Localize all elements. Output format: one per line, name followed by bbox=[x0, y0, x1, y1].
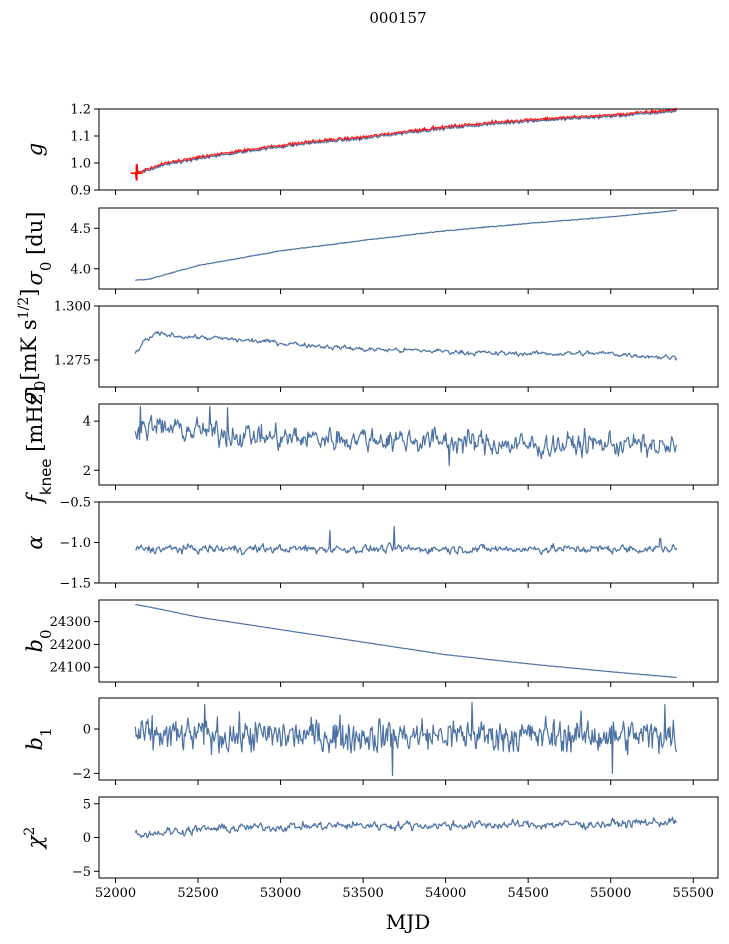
series-line-fknee bbox=[134, 405, 678, 466]
y-tick-label-chi2: 0 bbox=[83, 831, 91, 846]
x-tick-label: 55500 bbox=[673, 886, 714, 901]
panel-chi2: −5 0 5 52000 52500 53000 53500 54000 54500 55000 5… bbox=[22, 796, 719, 901]
y-tick-label-sigma0_du: 4.0 bbox=[70, 262, 91, 277]
y-tick-label-alpha: −0.5 bbox=[59, 496, 91, 511]
y-tick-label-g: 1.1 bbox=[70, 130, 91, 145]
axes-frame-alpha bbox=[98, 501, 719, 584]
y-axis-label-fknee: fknee [mHz] bbox=[23, 386, 55, 505]
series-line-alpha bbox=[134, 525, 678, 556]
x-tick-label: 54500 bbox=[507, 886, 548, 901]
panel-sigma0_mk: 1.275 1.300 σ0[mK s1/2] bbox=[16, 289, 719, 405]
series-line-sigma0_du bbox=[135, 209, 677, 281]
x-tick-label: 53500 bbox=[342, 886, 383, 901]
y-tick-label-g: 1.2 bbox=[70, 103, 91, 118]
subplot-stack: 0.9 1.0 1.1 1.2 g 4.0 4.5 σ0 [du] 1.275 1.300 σ0[m… bbox=[16, 103, 719, 901]
y-axis-label-sigma0_du: σ0 [du] bbox=[23, 212, 55, 286]
axes-frame-b0 bbox=[98, 599, 719, 683]
series-line-chi2 bbox=[134, 816, 677, 839]
panel-fknee: 2 4 fknee [mHz] bbox=[23, 386, 719, 505]
panel-alpha: −1.5 −1.0 −0.5 α bbox=[23, 496, 719, 592]
x-tick-label: 54000 bbox=[425, 886, 466, 901]
y-axis-label-chi2: χ2 bbox=[22, 827, 47, 851]
y-tick-label-b0: 24100 bbox=[50, 661, 91, 676]
y-tick-label-b1: −2 bbox=[72, 767, 91, 782]
y-tick-label-alpha: −1.0 bbox=[59, 536, 91, 551]
y-axis-label-g: g bbox=[23, 143, 47, 156]
y-tick-label-sigma0_mk: 1.300 bbox=[54, 300, 91, 315]
axes-frame-chi2 bbox=[98, 796, 719, 879]
y-tick-label-g: 0.9 bbox=[70, 184, 91, 199]
x-tick-label: 52500 bbox=[177, 886, 218, 901]
y-axis-label-b0: b0 bbox=[23, 630, 55, 653]
panel-g: 0.9 1.0 1.1 1.2 g bbox=[23, 103, 719, 199]
y-tick-label-chi2: 5 bbox=[83, 797, 91, 812]
axes-frame-sigma0_du bbox=[98, 207, 719, 290]
y-tick-label-fknee: 2 bbox=[83, 464, 91, 479]
y-tick-label-b1: 0 bbox=[83, 723, 91, 738]
panel-sigma0_du: 4.0 4.5 σ0 [du] bbox=[23, 207, 719, 294]
axes-frame-sigma0_mk bbox=[98, 305, 719, 388]
y-tick-label-alpha: −1.5 bbox=[59, 577, 91, 592]
panel-b1: −2 0 b1 bbox=[23, 697, 719, 785]
y-axis-label-b1: b1 bbox=[23, 728, 55, 751]
series-line-sigma0_mk bbox=[134, 331, 678, 361]
axes-frame-fknee bbox=[98, 403, 719, 486]
x-tick-label: 52000 bbox=[95, 886, 136, 901]
y-tick-label-fknee: 4 bbox=[83, 415, 91, 430]
y-tick-label-sigma0_mk: 1.275 bbox=[54, 354, 91, 369]
axes-frame-b1 bbox=[98, 697, 719, 781]
y-axis-label-alpha: α bbox=[23, 535, 47, 549]
y-tick-label-sigma0_du: 4.5 bbox=[70, 222, 91, 237]
fit-line-g bbox=[134, 107, 678, 178]
series-line-b0 bbox=[135, 604, 677, 679]
y-tick-label-b0: 24200 bbox=[50, 638, 91, 653]
series-line-g bbox=[134, 109, 678, 180]
x-tick-label: 55000 bbox=[590, 886, 631, 901]
y-tick-label-b0: 24300 bbox=[50, 615, 91, 630]
x-tick-label: 53000 bbox=[260, 886, 301, 901]
y-tick-label-g: 1.0 bbox=[70, 157, 91, 172]
x-axis-label: MJD bbox=[386, 910, 431, 934]
figure-title: 000157 bbox=[369, 9, 426, 27]
axes-frame-g bbox=[98, 108, 719, 191]
y-axis-label-sigma0_mk: σ0[mK s1/2] bbox=[16, 289, 49, 405]
series-line-b1 bbox=[134, 701, 678, 777]
y-tick-label-chi2: −5 bbox=[72, 865, 91, 880]
